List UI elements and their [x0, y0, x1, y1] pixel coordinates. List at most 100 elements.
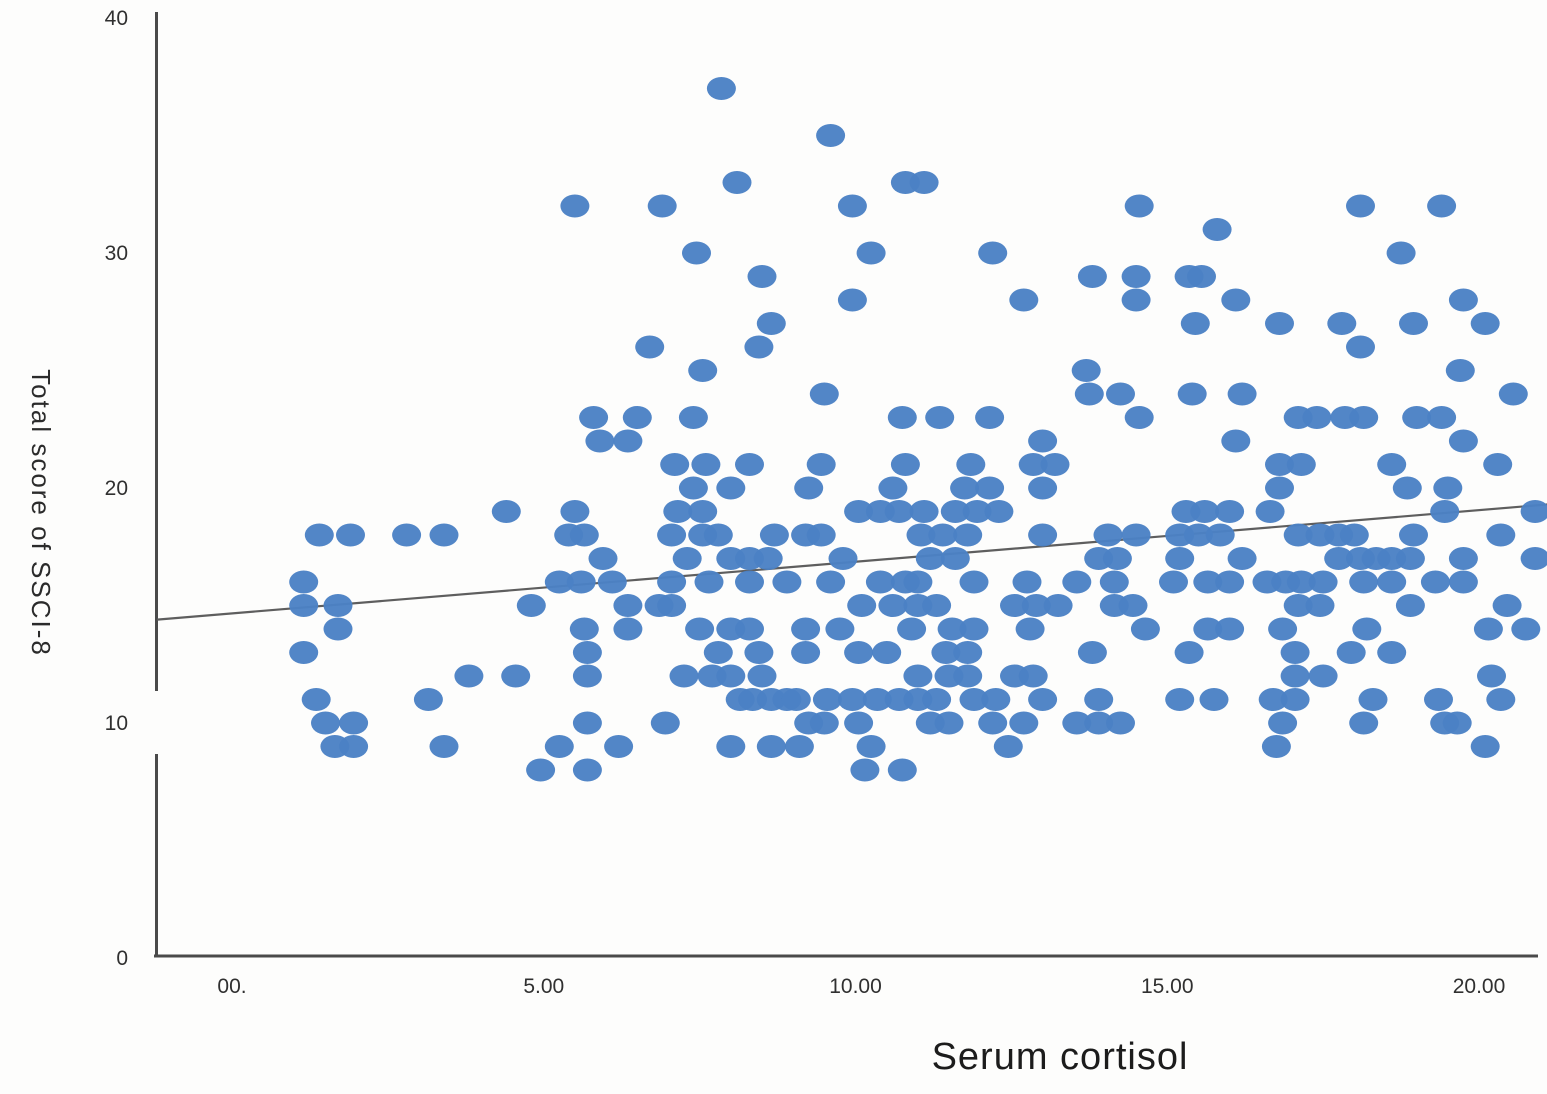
data-point	[1520, 500, 1547, 523]
data-point	[1265, 476, 1294, 500]
data-point	[816, 124, 846, 147]
data-point	[613, 429, 643, 453]
y-axis-title: Total score of SSCI-8	[26, 369, 56, 657]
data-point	[1442, 711, 1472, 735]
data-point	[703, 523, 733, 547]
data-point	[847, 594, 877, 617]
data-point	[940, 500, 970, 523]
data-point	[1395, 594, 1425, 617]
data-point	[663, 500, 693, 523]
data-point	[1286, 453, 1316, 476]
data-point	[1511, 617, 1541, 641]
data-point	[454, 664, 484, 688]
data-point	[953, 664, 983, 688]
data-point	[336, 523, 365, 547]
data-point	[1215, 617, 1245, 641]
data-point	[1377, 570, 1407, 594]
data-point	[837, 688, 867, 711]
data-point	[716, 664, 746, 688]
data-point	[806, 453, 836, 476]
data-point	[1102, 547, 1132, 570]
data-point	[1062, 711, 1092, 735]
data-point	[304, 523, 334, 547]
data-point	[311, 711, 340, 735]
data-point	[1339, 523, 1369, 547]
x-tick-label: 10.00	[829, 975, 882, 998]
x-tick-label: 20.00	[1453, 975, 1506, 998]
data-point	[588, 547, 618, 570]
x-tick-label: 5.00	[523, 975, 564, 998]
data-point	[1486, 688, 1516, 711]
y-tick-label: 0	[116, 947, 128, 970]
data-point	[682, 241, 711, 265]
data-point	[1448, 570, 1478, 594]
data-point	[1028, 688, 1058, 711]
data-point	[953, 523, 983, 547]
data-point	[1215, 570, 1245, 594]
data-point	[909, 500, 939, 523]
data-point	[688, 500, 718, 523]
data-point	[1346, 194, 1375, 218]
data-point	[993, 735, 1023, 758]
data-point	[1402, 406, 1432, 429]
data-point	[1018, 664, 1048, 688]
data-point	[722, 171, 752, 194]
data-point	[1165, 688, 1195, 711]
data-point	[1009, 711, 1039, 735]
data-point	[1486, 523, 1516, 547]
data-point	[526, 758, 556, 782]
data-point	[975, 476, 1005, 500]
data-point	[978, 241, 1008, 265]
scatter-points	[289, 77, 1547, 782]
data-point	[429, 735, 459, 758]
data-point	[890, 453, 920, 476]
data-point	[1352, 617, 1382, 641]
data-point	[1028, 476, 1058, 500]
data-point	[753, 547, 783, 570]
data-point	[962, 500, 992, 523]
data-point	[660, 453, 690, 476]
y-tick-labels: 0 10 20 30 40	[105, 7, 128, 970]
data-point	[691, 453, 721, 476]
data-point	[678, 406, 708, 429]
data-point	[1215, 500, 1245, 523]
data-point	[657, 523, 687, 547]
data-point	[635, 335, 665, 359]
data-point	[1199, 688, 1229, 711]
data-point	[1227, 547, 1257, 570]
data-point	[1159, 570, 1188, 594]
data-point	[1268, 711, 1298, 735]
data-point	[1308, 570, 1338, 594]
data-point	[978, 711, 1008, 735]
data-point	[1121, 523, 1151, 547]
data-point	[1221, 429, 1251, 453]
data-point	[756, 735, 786, 758]
data-point	[759, 523, 789, 547]
data-point	[744, 335, 774, 359]
data-point	[572, 641, 602, 664]
data-point	[1084, 688, 1114, 711]
data-point	[613, 594, 643, 617]
data-point	[657, 594, 687, 617]
data-point	[844, 500, 874, 523]
data-point	[794, 476, 824, 500]
data-point	[922, 688, 952, 711]
data-point	[1280, 641, 1310, 664]
data-point	[622, 406, 652, 429]
data-point	[1187, 265, 1216, 288]
data-point	[806, 523, 836, 547]
data-point	[1261, 735, 1291, 758]
data-point	[744, 641, 774, 664]
data-point	[1399, 523, 1428, 547]
data-point	[1308, 664, 1338, 688]
data-point	[1028, 429, 1058, 453]
data-point	[1483, 453, 1513, 476]
data-point	[735, 453, 764, 476]
data-point	[1268, 617, 1298, 641]
data-point	[844, 641, 874, 664]
data-point	[772, 570, 802, 594]
data-point	[940, 547, 970, 570]
data-point	[812, 688, 842, 711]
data-point	[934, 711, 964, 735]
data-point	[1470, 312, 1500, 335]
